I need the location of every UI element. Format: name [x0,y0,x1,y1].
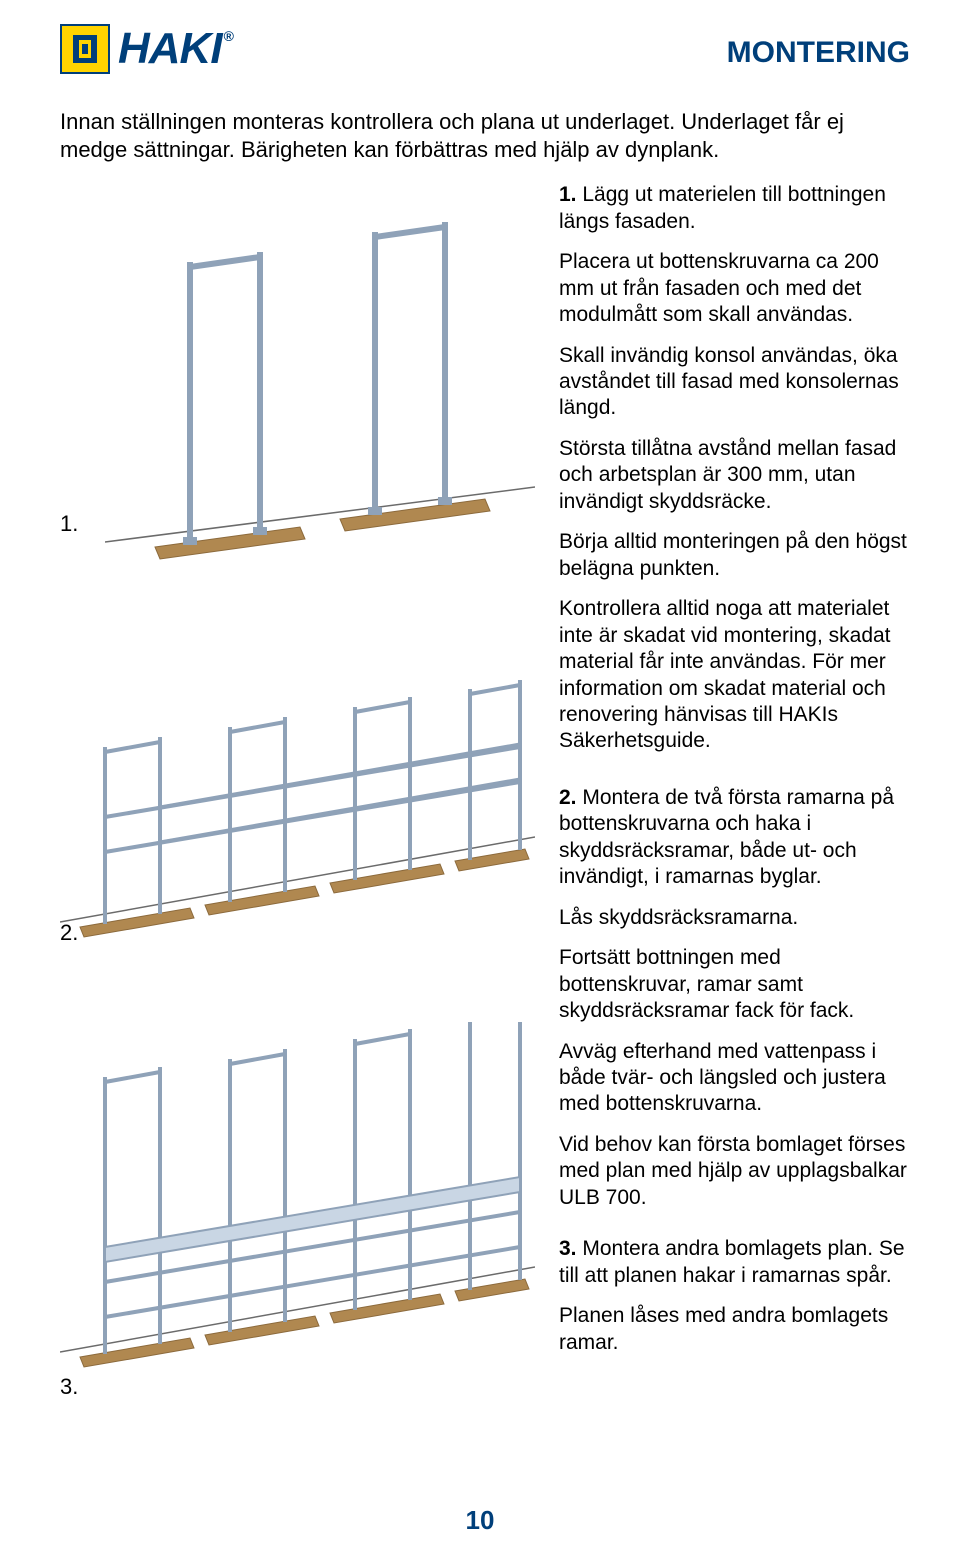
intro-paragraph: Innan ställningen monteras kontrollera o… [60,108,910,164]
section-title: MONTERING [727,36,910,70]
brand-name: HAKI® [118,24,231,74]
figure-1-label: 1. [60,511,78,537]
figures-column: 1. [60,182,535,1382]
step-2-number: 2. [559,786,577,809]
step-2-p4: Avväg efterhand med vattenpass i både tv… [559,1039,910,1118]
step-3-number: 3. [559,1237,577,1260]
step-1-p3: Skall invändig konsol användas, öka avst… [559,343,910,422]
step-1-p5: Börja alltid monteringen på den högst be… [559,529,910,582]
step-1-p1: 1. Lägg ut materielen till bottningen lä… [559,182,910,235]
figure-2-illustration [60,652,535,952]
step-1-p1-text: Lägg ut materielen till bottningen längs… [559,183,886,232]
step-2-p3: Fortsätt bottningen med bottenskruvar, r… [559,945,910,1024]
step-2-p1: 2. Montera de två första ramarna på bott… [559,785,910,891]
step-2-text: 2. Montera de två första ramarna på bott… [559,785,910,1211]
figure-1: 1. [60,182,535,587]
text-column: 1. Lägg ut materielen till bottningen lä… [559,182,910,1382]
step-3-p2: Planen låses med andra bomlagets ramar. [559,1303,910,1356]
step-3-text: 3. Montera andra bomlagets plan. Se till… [559,1236,910,1356]
figure-2: 2. [60,632,535,952]
registered-mark: ® [224,28,233,44]
step-1-p6: Kontrollera alltid noga att materialet i… [559,596,910,755]
figure-3: 3. [60,1012,535,1382]
step-3-p1-text: Montera andra bomlagets plan. Se till at… [559,1237,905,1286]
page-number: 10 [466,1505,495,1536]
step-2-p5: Vid behov kan första bomlaget förses med… [559,1132,910,1211]
step-1-p2: Placera ut bottenskruvarna ca 200 mm ut … [559,249,910,328]
step-1-text: 1. Lägg ut materielen till bottningen lä… [559,182,910,755]
step-2-p1-text: Montera de två första ramarna på bottens… [559,786,894,888]
step-1-p4: Största tillåtna avstånd mellan fasad oc… [559,436,910,515]
figure-3-illustration [60,1022,535,1382]
logo-mark-icon [60,24,110,74]
page-header: HAKI® MONTERING [60,24,910,74]
figure-1-illustration [105,187,535,587]
step-3-p1: 3. Montera andra bomlagets plan. Se till… [559,1236,910,1289]
brand-name-text: HAKI [118,24,222,73]
step-1-number: 1. [559,183,577,206]
step-2-p2: Lås skyddsräcksramarna. [559,905,910,931]
brand-logo: HAKI® [60,24,231,74]
